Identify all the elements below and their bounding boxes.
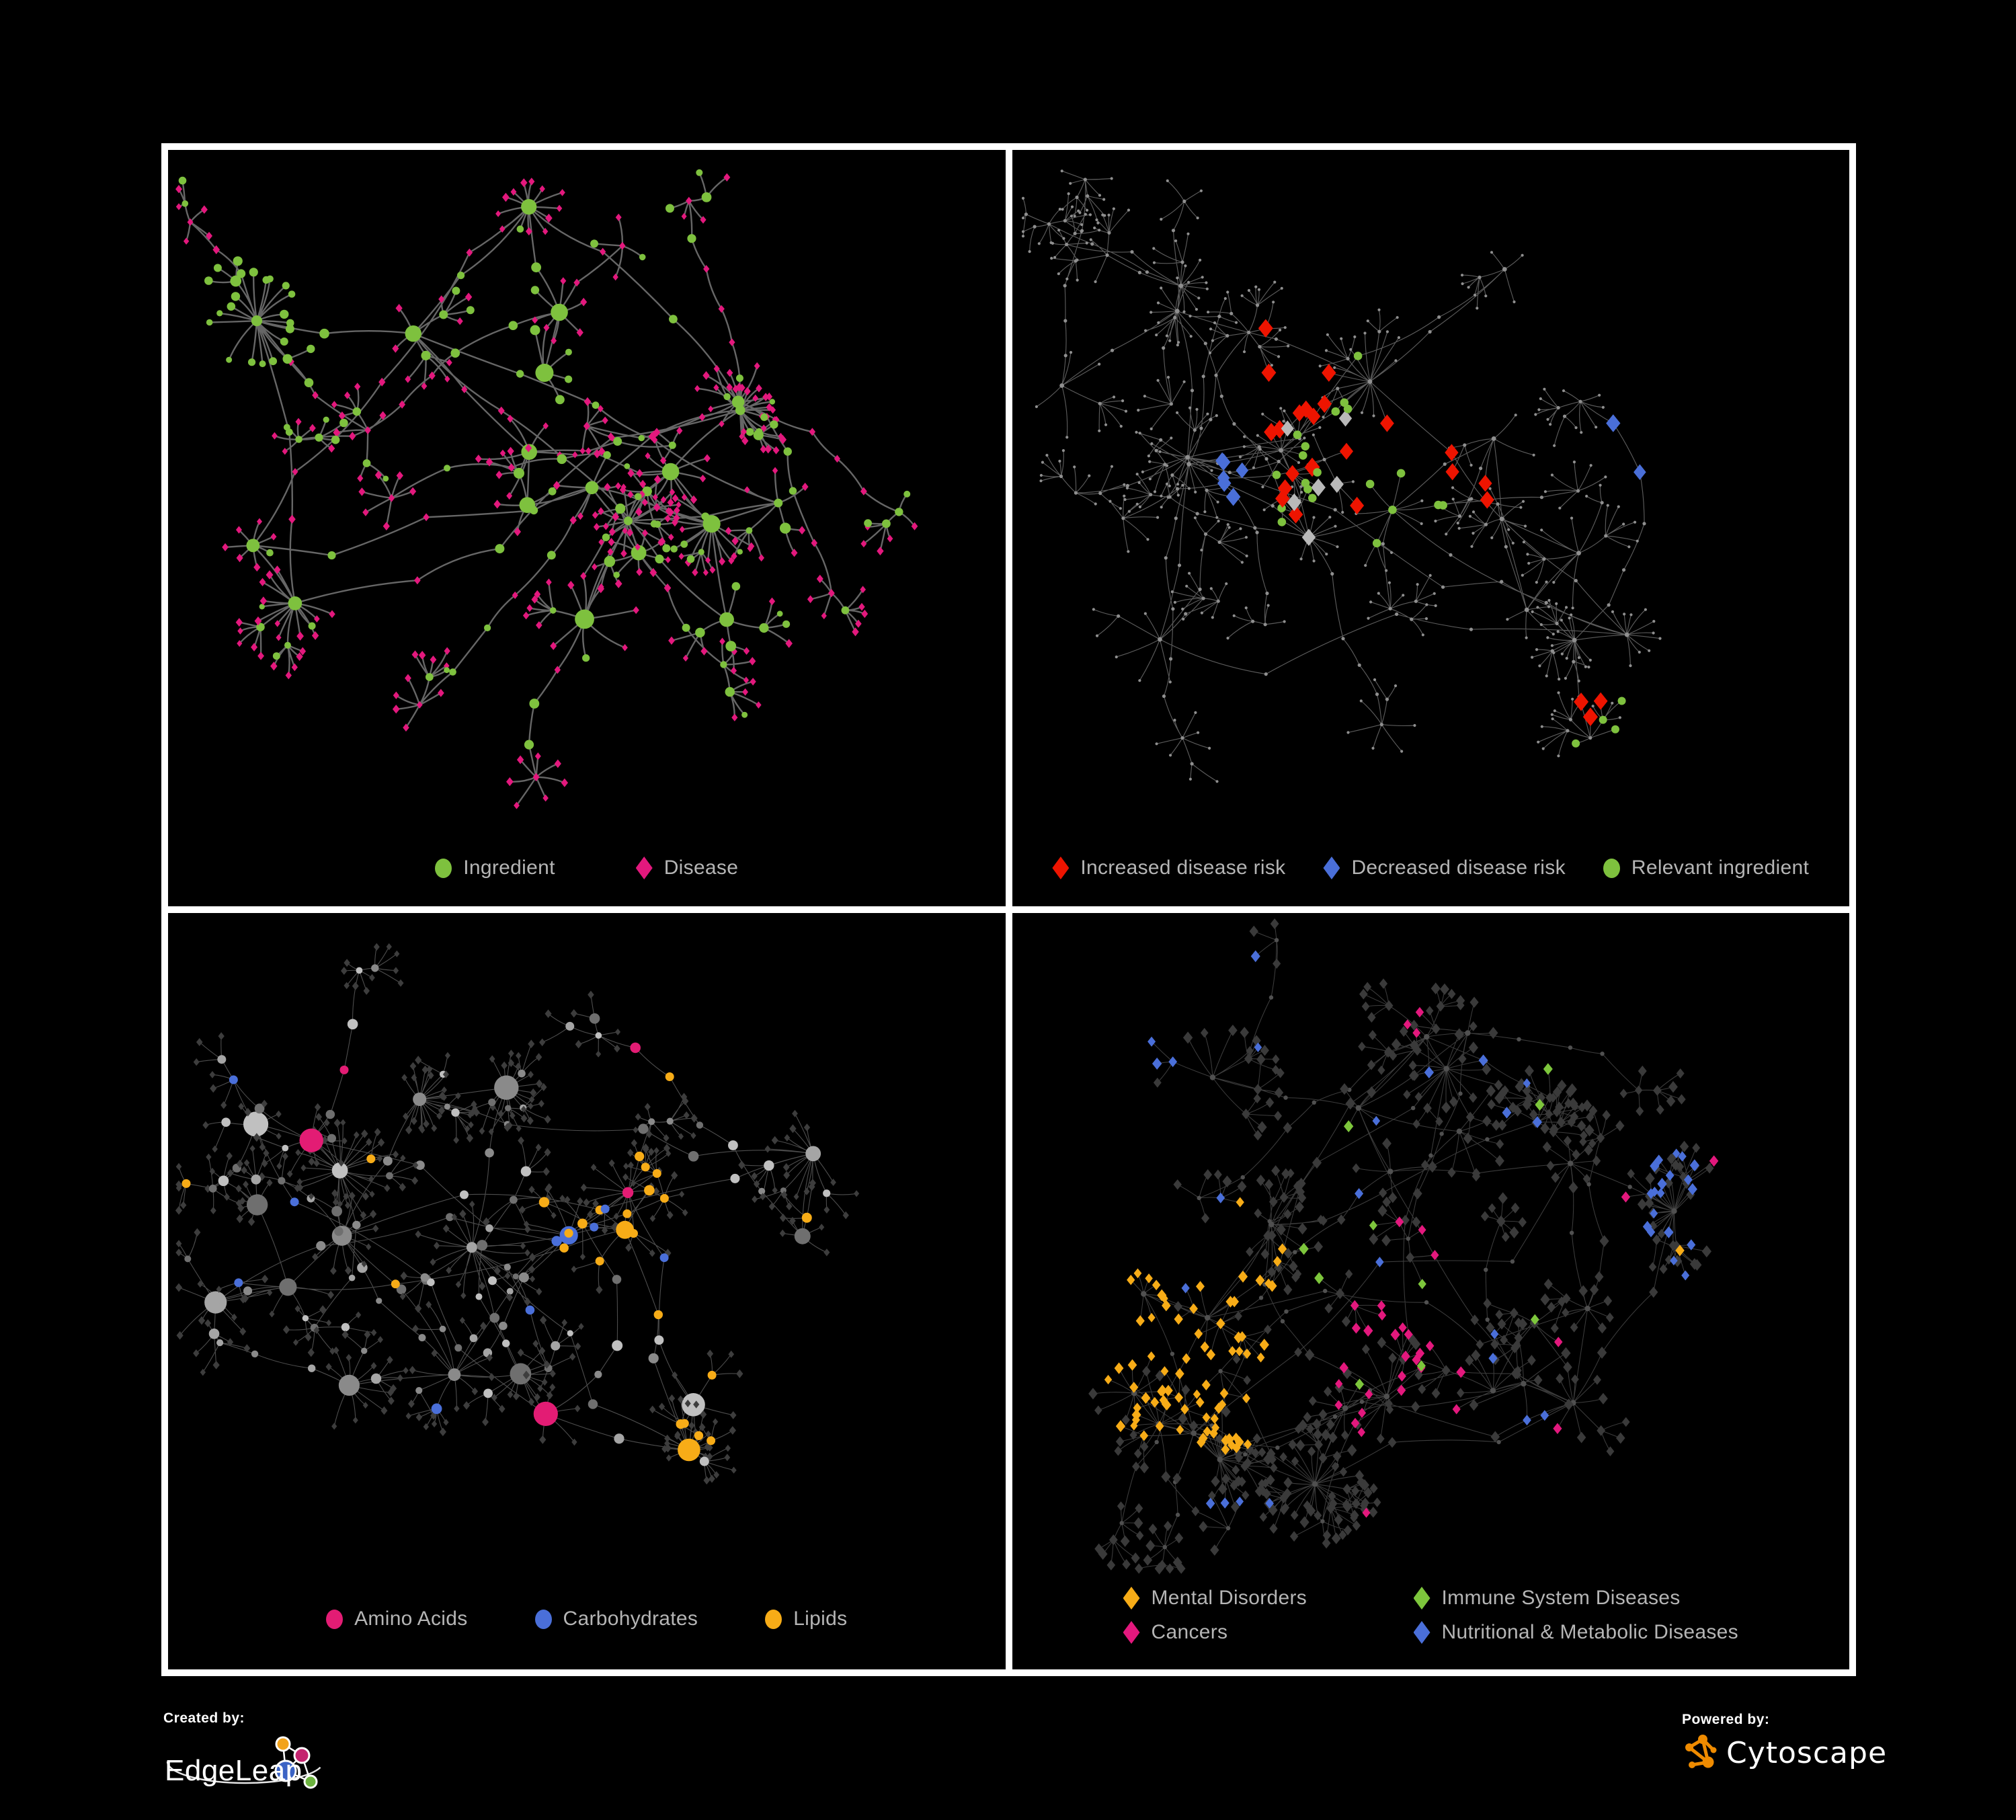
edgeleap-logo-nodes bbox=[274, 1736, 318, 1789]
compound-class-graph bbox=[175, 943, 860, 1485]
legend-item-nutritional-metabolic-diseases: Nutritional & Metabolic Diseases bbox=[1413, 1621, 1738, 1644]
legend-label: Cancers bbox=[1151, 1621, 1228, 1643]
panel-ingredient-disease: Ingredient Disease bbox=[168, 150, 1006, 906]
legend-item-decreased-disease-risk: Decreased disease risk bbox=[1323, 857, 1566, 879]
edges-layer bbox=[178, 946, 857, 1481]
edgeleap-wordmark: EdgeLeap bbox=[165, 1754, 303, 1787]
legend-disease-risk: Increased disease risk Decreased disease … bbox=[1012, 857, 1850, 879]
immune-system-diseases-swatch-icon bbox=[1413, 1587, 1430, 1610]
disease-class-graph bbox=[1088, 918, 1718, 1575]
panel-grid: Ingredient Disease Increased disease risk… bbox=[161, 143, 1856, 1676]
cytoscape-credit: Powered by: Cytoscape bbox=[1682, 1712, 1887, 1774]
legend-label: Mental Disorders bbox=[1151, 1587, 1307, 1609]
edges-layer bbox=[1022, 170, 1660, 782]
legend-label: Increased disease risk bbox=[1080, 857, 1286, 879]
nutritional-metabolic-diseases-swatch-icon bbox=[1413, 1621, 1430, 1644]
cytoscape-logo-icon bbox=[1685, 1735, 1717, 1768]
legend-item-lipids: Lipids bbox=[765, 1608, 847, 1630]
relevant-ingredient-swatch-icon bbox=[1603, 858, 1620, 878]
legend-rows: Mental Disorders Immune System Diseases Ca… bbox=[1123, 1587, 1738, 1644]
panel-compound-class: Amino Acids Carbohydrates Lipids bbox=[168, 913, 1006, 1669]
legend-item-amino-acids: Amino Acids bbox=[326, 1608, 467, 1630]
edgeleap-orange-node-icon bbox=[275, 1736, 291, 1752]
legend-label: Amino Acids bbox=[354, 1608, 468, 1630]
nodes-layer bbox=[1021, 169, 1662, 783]
edges-layer bbox=[177, 172, 916, 806]
nodes-layer bbox=[175, 169, 918, 809]
legend-label: Relevant ingredient bbox=[1631, 857, 1810, 879]
legend-label: Ingredient bbox=[463, 857, 555, 879]
legend-row: Increased disease risk Decreased disease … bbox=[1052, 857, 1809, 879]
edges-layer bbox=[1092, 923, 1714, 1569]
legend-compound-class: Amino Acids Carbohydrates Lipids bbox=[168, 1608, 1006, 1630]
legend-row: Amino Acids Carbohydrates Lipids bbox=[326, 1608, 847, 1630]
legend-item-mental-disorders: Mental Disorders bbox=[1123, 1587, 1373, 1610]
legend-item-relevant-ingredient: Relevant ingredient bbox=[1603, 857, 1809, 879]
nodes-layer bbox=[1088, 918, 1718, 1575]
mental-disorders-swatch-icon bbox=[1123, 1587, 1140, 1610]
legend-item-carbohydrates: Carbohydrates bbox=[534, 1608, 698, 1630]
disease-swatch-icon bbox=[635, 857, 653, 879]
legend-label: Lipids bbox=[793, 1608, 848, 1630]
legend-item-cancers: Cancers bbox=[1123, 1621, 1373, 1644]
cancers-swatch-icon bbox=[1123, 1621, 1140, 1644]
edgeleap-credit: Created by: EdgeLeap bbox=[163, 1710, 338, 1805]
legend-item-increased-disease-risk: Increased disease risk bbox=[1052, 857, 1285, 879]
legend-ingredient-disease: Ingredient Disease bbox=[168, 857, 1006, 879]
legend-row: Ingredient Disease bbox=[435, 857, 738, 879]
lipids-swatch-icon bbox=[765, 1609, 782, 1629]
panel-disease-class: Mental Disorders Immune System Diseases Ca… bbox=[1012, 913, 1850, 1669]
amino-acids-swatch-icon bbox=[326, 1609, 344, 1629]
carbohydrates-swatch-icon bbox=[534, 1609, 552, 1629]
edgeleap-logo: EdgeLeap bbox=[165, 1736, 325, 1789]
legend-item-disease: Disease bbox=[635, 857, 739, 879]
legend-item-ingredient: Ingredient bbox=[435, 857, 555, 879]
edgeleap-magenta-node-icon bbox=[293, 1747, 311, 1764]
nodes-layer bbox=[175, 943, 860, 1485]
created-by-label: Created by: bbox=[163, 1710, 245, 1726]
decreased-disease-risk-swatch-icon bbox=[1323, 857, 1340, 879]
edgeleap-green-node-icon bbox=[303, 1774, 318, 1789]
increased-disease-risk-swatch-icon bbox=[1052, 857, 1070, 879]
legend-label: Decreased disease risk bbox=[1351, 857, 1566, 879]
edgeleap-blue-node-icon bbox=[274, 1759, 297, 1782]
ingredient-disease-graph bbox=[175, 169, 918, 809]
legend-label: Nutritional & Metabolic Diseases bbox=[1441, 1621, 1738, 1643]
legend-label: Disease bbox=[663, 857, 739, 879]
legend-disease-class: Mental Disorders Immune System Diseases Ca… bbox=[1012, 1587, 1850, 1644]
powered-by-label: Powered by: bbox=[1682, 1712, 1770, 1727]
ingredient-swatch-icon bbox=[435, 858, 452, 878]
legend-item-immune-system-diseases: Immune System Diseases bbox=[1413, 1587, 1738, 1610]
legend-label: Carbohydrates bbox=[563, 1608, 698, 1630]
edgeleap-swoosh bbox=[166, 1739, 325, 1784]
legend-label: Immune System Diseases bbox=[1441, 1587, 1681, 1609]
panel-disease-risk: Increased disease risk Decreased disease … bbox=[1012, 150, 1850, 906]
disease-risk-graph bbox=[1021, 169, 1662, 783]
cytoscape-wordmark: Cytoscape bbox=[1726, 1735, 1888, 1770]
